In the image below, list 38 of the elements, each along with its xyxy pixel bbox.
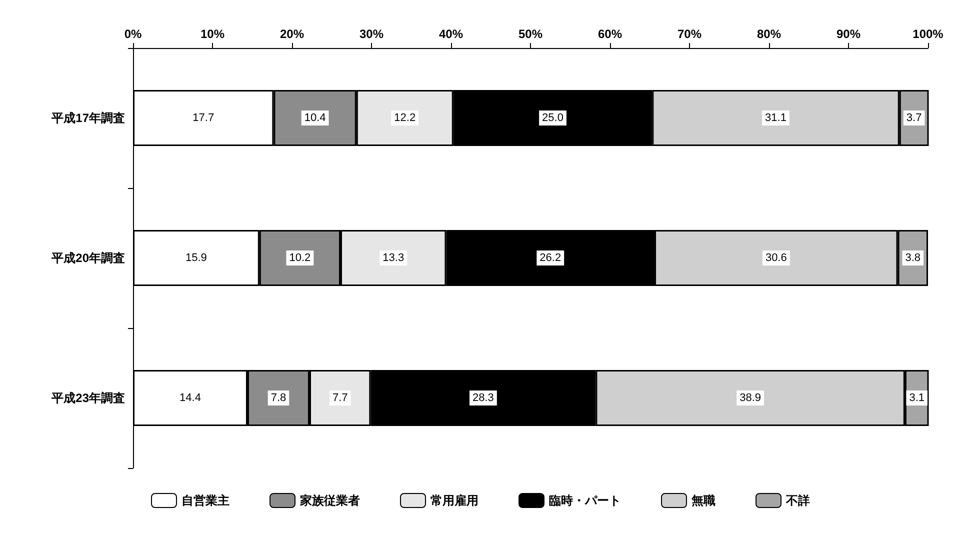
y-tick-label: 平成20年調査 [50, 251, 125, 265]
legend-label: 不詳 [785, 494, 810, 508]
x-tick-label: 80% [756, 27, 782, 41]
data-label: 10.2 [289, 252, 311, 264]
x-tick-label: 20% [280, 27, 304, 41]
data-label: 13.3 [382, 252, 404, 264]
x-tick-label: 100% [912, 27, 944, 41]
data-label: 3.8 [905, 252, 921, 264]
data-label: 15.9 [185, 252, 207, 264]
data-label: 3.1 [909, 392, 924, 404]
x-tick-label: 90% [836, 27, 861, 41]
x-tick-label: 0% [124, 27, 142, 41]
data-label: 14.4 [180, 392, 201, 404]
data-label: 25.0 [542, 112, 564, 124]
data-label: 12.2 [394, 112, 416, 124]
data-label: 30.6 [765, 252, 787, 264]
x-tick-label: 70% [677, 27, 702, 41]
data-label: 26.2 [540, 252, 562, 264]
y-tick-label: 平成17年調査 [50, 111, 125, 125]
x-tick-label: 10% [200, 27, 225, 41]
legend-label: 常用雇用 [430, 494, 478, 508]
data-label: 38.9 [740, 392, 762, 404]
y-tick-label: 平成23年調査 [50, 391, 125, 405]
data-label: 7.7 [332, 392, 348, 404]
data-label: 10.4 [304, 112, 326, 124]
x-tick-label: 40% [438, 27, 464, 41]
x-tick-label: 30% [359, 27, 384, 41]
data-label: 28.3 [472, 392, 494, 404]
x-tick-label: 50% [518, 27, 543, 41]
data-label: 31.1 [765, 112, 786, 124]
x-tick-label: 60% [598, 27, 622, 41]
legend-label: 家族従業者 [299, 494, 360, 508]
legend-label: 無職 [690, 494, 716, 508]
data-label: 7.8 [270, 392, 286, 404]
legend-label: 臨時・パート [549, 494, 621, 508]
legend-label: 自営業主 [182, 494, 230, 508]
data-label: 17.7 [192, 112, 214, 124]
data-label: 3.7 [906, 112, 922, 124]
